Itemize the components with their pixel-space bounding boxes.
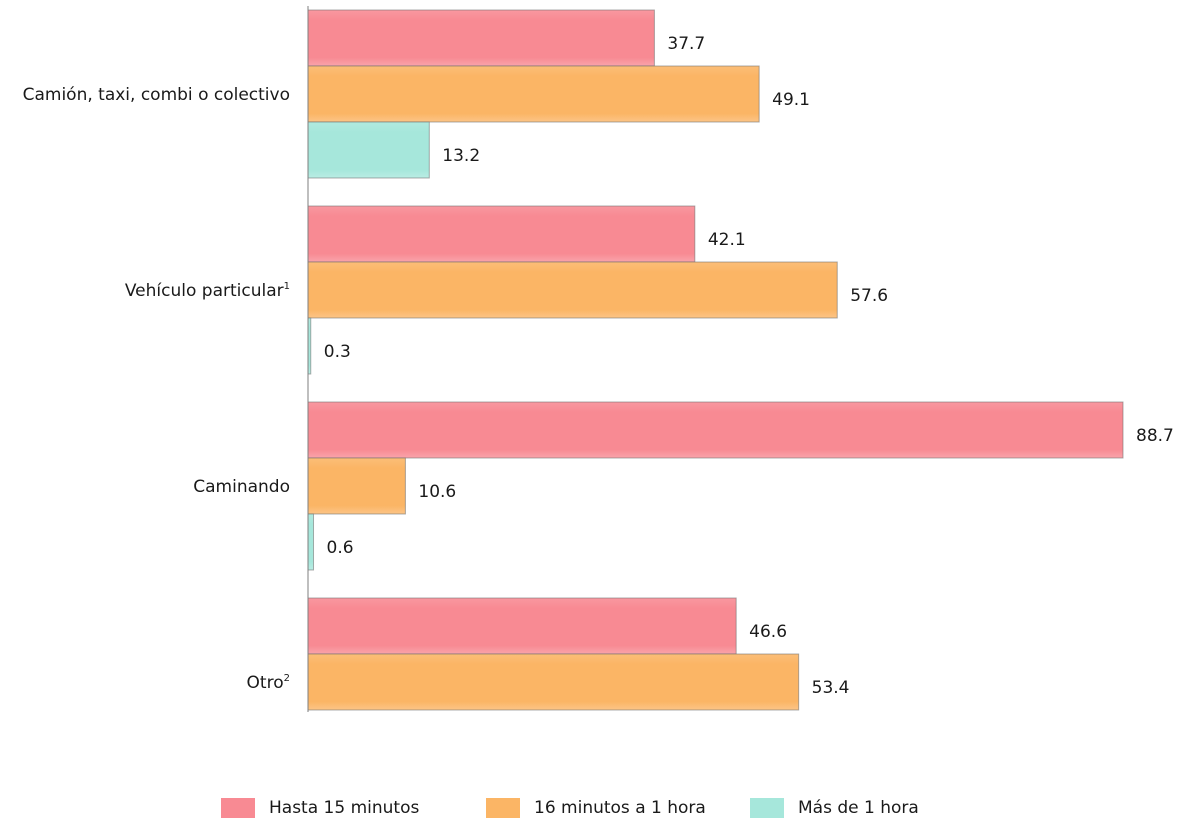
bar-chart: Camión, taxi, combi o colectivo Vehículo … — [23, 6, 1174, 712]
value-label-2-series-0: 88.7 — [1136, 426, 1174, 446]
bars — [307, 9, 1124, 711]
bar-3-series-1 — [307, 653, 800, 711]
category-labels: Camión, taxi, combi o colectivo Vehículo … — [23, 85, 290, 693]
value-label-1-series-1: 57.6 — [850, 286, 888, 306]
category-label-3: Otro2 — [247, 673, 290, 693]
category-label-0: Camión, taxi, combi o colectivo — [23, 85, 290, 105]
value-label-0-series-2: 13.2 — [442, 146, 480, 166]
bar-3-series-0 — [307, 597, 737, 655]
bar-2-series-0 — [307, 401, 1124, 459]
legend-item-series-2: Más de 1 hora — [750, 796, 919, 820]
legend-label-series-1: 16 minutos a 1 hora — [534, 798, 706, 818]
value-label-2-series-2: 0.6 — [327, 538, 354, 558]
bar-1-series-1 — [307, 261, 838, 319]
legend-item-series-1: 16 minutos a 1 hora — [486, 796, 706, 820]
value-label-1-series-0: 42.1 — [708, 230, 746, 250]
value-labels: 37.7 49.1 13.2 42.1 57.6 0.3 88.7 10.6 0.6 46.6 53… — [324, 34, 1174, 698]
category-label-2: Caminando — [193, 477, 290, 497]
value-label-1-series-2: 0.3 — [324, 342, 351, 362]
bar-0-series-2 — [307, 121, 430, 179]
legend-swatch-series-1 — [486, 798, 520, 818]
bar-2-series-1 — [307, 457, 406, 515]
bar-0-series-1 — [307, 65, 760, 123]
legend-item-series-0: Hasta 15 minutos — [221, 796, 419, 820]
bar-2-series-2 — [307, 513, 315, 571]
legend-swatch-series-2 — [750, 798, 784, 818]
value-label-3-series-1: 53.4 — [812, 678, 850, 698]
value-label-0-series-1: 49.1 — [772, 90, 810, 110]
legend-label-series-0: Hasta 15 minutos — [269, 798, 420, 818]
category-label-1: Vehículo particular1 — [125, 281, 290, 301]
legend-label-series-2: Más de 1 hora — [798, 798, 919, 818]
bar-0-series-0 — [307, 9, 655, 67]
bar-1-series-0 — [307, 205, 696, 263]
value-label-2-series-1: 10.6 — [418, 482, 456, 502]
legend: Hasta 15 minutos 16 minutos a 1 hora Más… — [0, 796, 1181, 820]
legend-swatch-series-0 — [221, 798, 255, 818]
value-label-0-series-0: 37.7 — [667, 34, 705, 54]
value-label-3-series-0: 46.6 — [749, 622, 787, 642]
